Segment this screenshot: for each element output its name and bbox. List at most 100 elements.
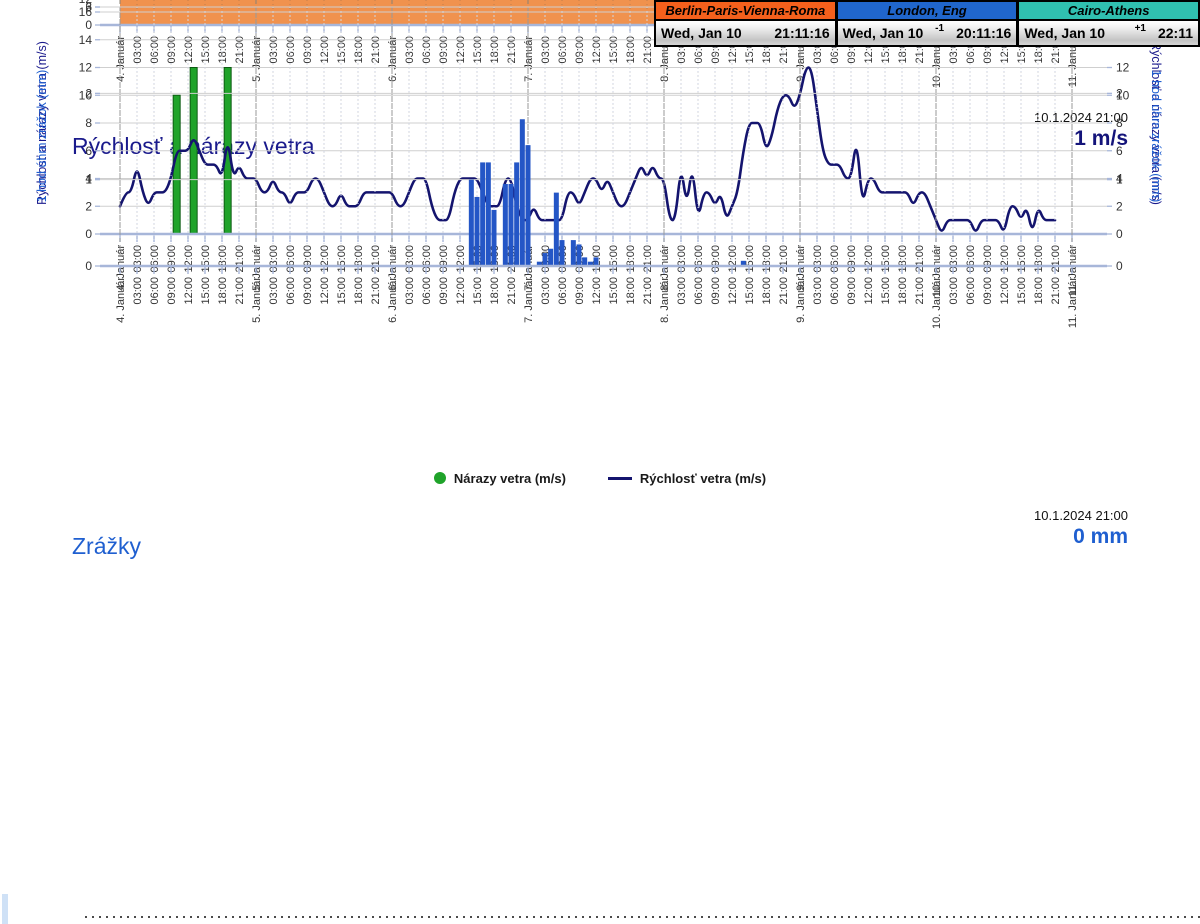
svg-text:18:00: 18:00 <box>353 36 365 64</box>
svg-text:09:00: 09:00 <box>846 277 858 305</box>
svg-text:2: 2 <box>85 86 92 100</box>
svg-text:6. Január: 6. Január <box>387 277 399 323</box>
svg-text:10: 10 <box>79 88 93 102</box>
svg-text:15:00: 15:00 <box>472 277 484 305</box>
svg-text:5. Január: 5. Január <box>251 36 263 82</box>
svg-text:18:00: 18:00 <box>625 36 637 64</box>
clock-time-berlin: Wed, Jan 10 21:11:16 <box>656 21 835 45</box>
svg-text:8. Január: 8. Január <box>659 36 671 82</box>
wind-current-reading: 10.1.2024 21:00 1 m/s <box>1034 110 1128 160</box>
svg-text:1: 1 <box>85 173 92 187</box>
svg-text:06:00: 06:00 <box>421 36 433 64</box>
clock-time: 21:11:16 <box>774 25 830 41</box>
legend-item-gusts: Nárazy vetra (m/s) <box>433 470 566 486</box>
gust-dot-icon <box>433 472 446 484</box>
precip-reading-value: 0 mm <box>1073 525 1128 548</box>
svg-text:09:00: 09:00 <box>438 277 450 305</box>
svg-text:4: 4 <box>1116 172 1123 186</box>
svg-text:9. Január: 9. Január <box>795 36 807 82</box>
legend-label: Rýchlosť vetra (m/s) <box>639 470 767 486</box>
svg-text:1 hod úhrn zrážok (mm): 1 hod úhrn zrážok (mm) <box>35 70 49 203</box>
svg-text:18:00: 18:00 <box>1033 277 1045 305</box>
svg-text:06:00: 06:00 <box>285 36 297 64</box>
svg-text:15:00: 15:00 <box>608 36 620 64</box>
svg-text:06:00: 06:00 <box>421 277 433 305</box>
svg-text:03:00: 03:00 <box>404 277 416 305</box>
svg-text:2: 2 <box>1116 199 1123 213</box>
svg-text:9. Január: 9. Január <box>795 277 807 323</box>
precip-section-header: Zrážky 10.1.2024 21:00 0 mm <box>72 508 1128 560</box>
svg-text:11. Január: 11. Január <box>1067 277 1079 329</box>
svg-text:06:00: 06:00 <box>557 277 569 305</box>
svg-text:12:00: 12:00 <box>319 277 331 305</box>
svg-text:15:00: 15:00 <box>472 36 484 64</box>
svg-text:2: 2 <box>1116 86 1123 100</box>
svg-text:21:00: 21:00 <box>914 277 926 305</box>
svg-text:09:00: 09:00 <box>982 277 994 305</box>
svg-text:6: 6 <box>85 0 92 14</box>
svg-text:8. Január: 8. Január <box>659 245 671 291</box>
svg-text:03:00: 03:00 <box>540 36 552 64</box>
svg-text:18:00: 18:00 <box>489 277 501 305</box>
svg-text:15:00: 15:00 <box>1016 277 1028 305</box>
svg-text:21:00: 21:00 <box>778 277 790 305</box>
svg-text:09:00: 09:00 <box>166 36 178 64</box>
precip-chart-title: Zrážky <box>72 533 141 559</box>
svg-text:12:00: 12:00 <box>183 277 195 305</box>
clock-panel-london: London, Eng Wed, Jan 10 -1 20:11:16 <box>835 0 1019 47</box>
svg-text:6. Január: 6. Január <box>387 36 399 82</box>
clock-title-berlin: Berlin-Paris-Vienna-Roma <box>656 2 835 21</box>
svg-text:10. Január: 10. Január <box>931 36 943 88</box>
svg-text:2: 2 <box>85 199 92 213</box>
speed-line-icon <box>607 476 632 480</box>
legend-label: Nárazy vetra (m/s) <box>453 470 566 486</box>
clock-panel-berlin: Berlin-Paris-Vienna-Roma Wed, Jan 10 21:… <box>654 0 837 47</box>
svg-text:03:00: 03:00 <box>132 36 144 64</box>
svg-text:21:00: 21:00 <box>642 36 654 64</box>
clock-title-cairo: Cairo-Athens <box>1019 2 1199 21</box>
svg-text:11. Január: 11. Január <box>1067 245 1079 297</box>
svg-text:14: 14 <box>79 33 93 47</box>
svg-text:15:00: 15:00 <box>608 277 620 305</box>
clock-date: Wed, Jan 10 <box>842 25 924 41</box>
svg-text:21:00: 21:00 <box>234 277 246 305</box>
world-clocks: Berlin-Paris-Vienna-Roma Wed, Jan 10 21:… <box>654 0 1200 47</box>
svg-text:0: 0 <box>85 18 92 32</box>
svg-text:12:00: 12:00 <box>455 36 467 64</box>
svg-text:21:00: 21:00 <box>370 277 382 305</box>
svg-text:03:00: 03:00 <box>268 36 280 64</box>
svg-text:0: 0 <box>1116 259 1123 273</box>
clock-utc-offset: +1 <box>1134 22 1146 34</box>
svg-text:18:00: 18:00 <box>761 277 773 305</box>
svg-text:3: 3 <box>85 0 92 14</box>
svg-text:15:00: 15:00 <box>880 277 892 305</box>
svg-text:12: 12 <box>79 61 93 75</box>
svg-text:21:00: 21:00 <box>1050 277 1062 305</box>
svg-text:12: 12 <box>1116 61 1130 75</box>
svg-text:15:00: 15:00 <box>744 277 756 305</box>
svg-text:09:00: 09:00 <box>302 277 314 305</box>
svg-text:03:00: 03:00 <box>676 277 688 305</box>
svg-text:12: 12 <box>79 0 93 6</box>
svg-text:18:00: 18:00 <box>625 277 637 305</box>
svg-text:4. Január: 4. Január <box>115 36 127 82</box>
svg-text:09:00: 09:00 <box>574 277 586 305</box>
wind-reading-value: 1 m/s <box>1074 127 1128 150</box>
svg-text:0: 0 <box>85 227 92 241</box>
svg-text:06:00: 06:00 <box>285 277 297 305</box>
wind-reading-datetime: 10.1.2024 21:00 <box>1034 110 1128 125</box>
svg-text:09:00: 09:00 <box>438 36 450 64</box>
precip-reading-datetime: 10.1.2024 21:00 <box>1034 508 1128 523</box>
svg-text:03:00: 03:00 <box>404 36 416 64</box>
svg-text:6: 6 <box>1116 144 1123 158</box>
svg-text:06:00: 06:00 <box>829 277 841 305</box>
clock-utc-offset: -1 <box>935 22 945 34</box>
svg-text:Rýchlosť a nárazy vetra (m/s): Rýchlosť a nárazy vetra (m/s) <box>1149 41 1163 205</box>
clock-time: 22:11 <box>1157 25 1194 41</box>
clock-date: Wed, Jan 10 <box>1024 25 1106 41</box>
svg-text:18:00: 18:00 <box>217 277 229 305</box>
svg-text:06:00: 06:00 <box>693 277 705 305</box>
svg-text:06:00: 06:00 <box>965 277 977 305</box>
svg-text:09:00: 09:00 <box>302 36 314 64</box>
